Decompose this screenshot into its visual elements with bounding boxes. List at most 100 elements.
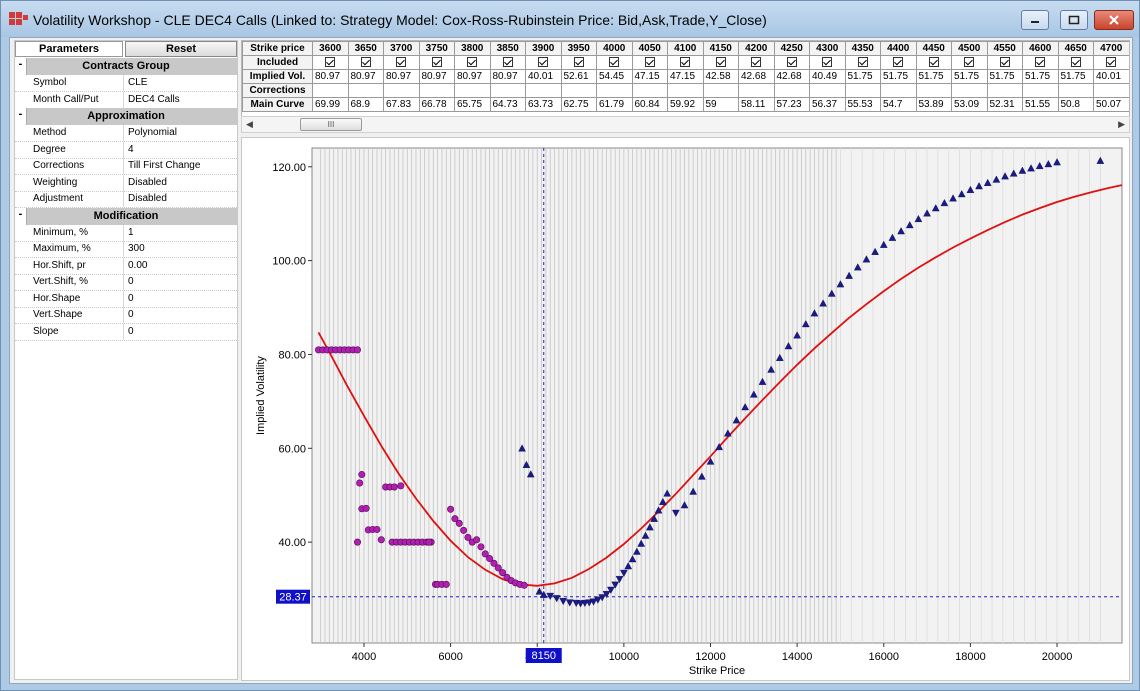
grid-cell[interactable]: 65.75 [454, 97, 491, 112]
grid-cell[interactable] [773, 83, 810, 98]
ask-point[interactable] [620, 569, 628, 578]
ask-point[interactable] [819, 299, 827, 307]
ask-point[interactable] [594, 596, 602, 604]
checkbox-checked-icon[interactable] [893, 57, 904, 68]
ask-point[interactable] [784, 342, 793, 350]
checkbox-checked-icon[interactable] [1106, 57, 1117, 68]
scroll-right-icon[interactable]: ▶ [1118, 119, 1125, 129]
bid-point[interactable] [481, 550, 489, 558]
grid-cell[interactable]: 67.83 [383, 97, 420, 112]
ask-point[interactable] [628, 555, 637, 563]
checkbox-checked-icon[interactable] [857, 57, 868, 68]
parameters-tab[interactable]: Parameters [15, 41, 123, 57]
included-checkbox[interactable] [347, 55, 384, 70]
ask-point[interactable] [680, 501, 689, 509]
ask-point[interactable] [775, 353, 784, 361]
included-checkbox[interactable] [383, 55, 420, 70]
ask-point[interactable] [879, 240, 888, 248]
grid-cell[interactable] [951, 83, 988, 98]
param-row[interactable]: Slope 0 [15, 323, 237, 341]
ask-point[interactable] [611, 581, 620, 589]
grid-cell[interactable]: 80.97 [454, 69, 491, 84]
grid-cell[interactable]: 64.73 [489, 97, 526, 112]
param-row[interactable]: Vert.Shape 0 [15, 307, 237, 324]
ask-point[interactable] [1053, 158, 1061, 166]
maximize-button[interactable] [1060, 10, 1088, 30]
ask-point[interactable] [767, 365, 775, 373]
ask-point[interactable] [715, 442, 724, 451]
grid-cell[interactable]: 58.11 [738, 97, 775, 112]
ask-point[interactable] [706, 457, 715, 465]
param-row[interactable]: Degree 4 [15, 141, 237, 159]
ask-point[interactable] [949, 194, 957, 202]
grid-cell[interactable]: 59.92 [667, 97, 704, 112]
scrollbar-thumb[interactable]: III [300, 118, 362, 131]
ask-point[interactable] [801, 320, 810, 328]
grid-cell[interactable]: 40.49 [809, 69, 846, 84]
checkbox-checked-icon[interactable] [467, 57, 478, 68]
ask-point[interactable] [698, 472, 706, 480]
param-value[interactable]: 0.00 [123, 257, 237, 274]
collapse-icon[interactable]: - [15, 58, 27, 75]
param-value[interactable]: Till First Change [123, 158, 237, 174]
title-bar[interactable]: Volatility Workshop - CLE DEC4 Calls (Li… [1, 1, 1139, 37]
ask-point[interactable] [646, 523, 654, 531]
grid-cell[interactable] [418, 83, 455, 98]
checkbox-checked-icon[interactable] [538, 57, 549, 68]
param-row[interactable]: Maximum, % 300 [15, 241, 237, 258]
grid-cell[interactable]: 51.75 [986, 69, 1023, 84]
param-row[interactable]: Corrections Till First Change [15, 158, 237, 175]
param-row[interactable]: Method Polynomial [15, 125, 237, 142]
ask-point[interactable] [940, 198, 949, 207]
param-value[interactable]: 0 [123, 323, 237, 340]
included-checkbox[interactable] [809, 55, 846, 70]
included-checkbox[interactable] [702, 55, 739, 70]
grid-cell[interactable] [986, 83, 1023, 98]
included-checkbox[interactable] [454, 55, 491, 70]
checkbox-checked-icon[interactable] [431, 57, 442, 68]
bid-point[interactable] [377, 536, 385, 544]
ask-point[interactable] [585, 599, 594, 607]
param-value[interactable]: 0 [123, 307, 237, 323]
ask-point[interactable] [1096, 156, 1105, 164]
grid-cell[interactable]: 80.97 [347, 69, 384, 84]
grid-cell[interactable]: 47.15 [667, 69, 704, 84]
included-checkbox[interactable] [880, 55, 917, 70]
checkbox-checked-icon[interactable] [396, 57, 407, 68]
ask-point[interactable] [975, 182, 983, 190]
grid-cell[interactable]: 55.53 [844, 97, 881, 112]
ask-point[interactable] [923, 209, 931, 217]
ask-point[interactable] [633, 547, 641, 555]
bid-point[interactable] [373, 525, 381, 533]
bid-point[interactable] [353, 346, 361, 354]
ask-point[interactable] [723, 429, 732, 437]
ask-point[interactable] [836, 280, 845, 288]
included-checkbox[interactable] [596, 55, 633, 70]
included-checkbox[interactable] [986, 55, 1023, 70]
ask-point[interactable] [624, 562, 633, 570]
ask-point[interactable] [526, 470, 535, 478]
grid-cell[interactable]: 40.01 [525, 69, 562, 84]
grid-cell[interactable]: 42.68 [738, 69, 775, 84]
grid-cell[interactable] [489, 83, 526, 98]
grid-cell[interactable] [383, 83, 420, 98]
grid-cell[interactable]: 69.99 [312, 97, 349, 112]
grid-cell[interactable]: 59 [702, 97, 739, 112]
ask-point[interactable] [845, 271, 853, 279]
included-checkbox[interactable] [1093, 55, 1129, 70]
bid-point[interactable] [486, 555, 494, 563]
grid-cell[interactable]: 61.79 [596, 97, 633, 112]
included-checkbox[interactable] [951, 55, 988, 70]
checkbox-checked-icon[interactable] [325, 57, 336, 68]
bid-point[interactable] [442, 580, 450, 588]
grid-cell[interactable]: 40.01 [1093, 69, 1129, 84]
grid-cell[interactable]: 50.8 [1057, 97, 1094, 112]
grid-cell[interactable]: 68.9 [347, 97, 384, 112]
ask-point[interactable] [663, 489, 672, 497]
grid-cell[interactable]: 62.75 [560, 97, 597, 112]
ask-point[interactable] [827, 289, 836, 297]
grid-cell[interactable] [631, 83, 668, 98]
group-header-contracts-group[interactable]: - Contracts Group [15, 58, 237, 75]
ask-point[interactable] [1001, 172, 1009, 180]
grid-cell[interactable]: 54.7 [880, 97, 917, 112]
